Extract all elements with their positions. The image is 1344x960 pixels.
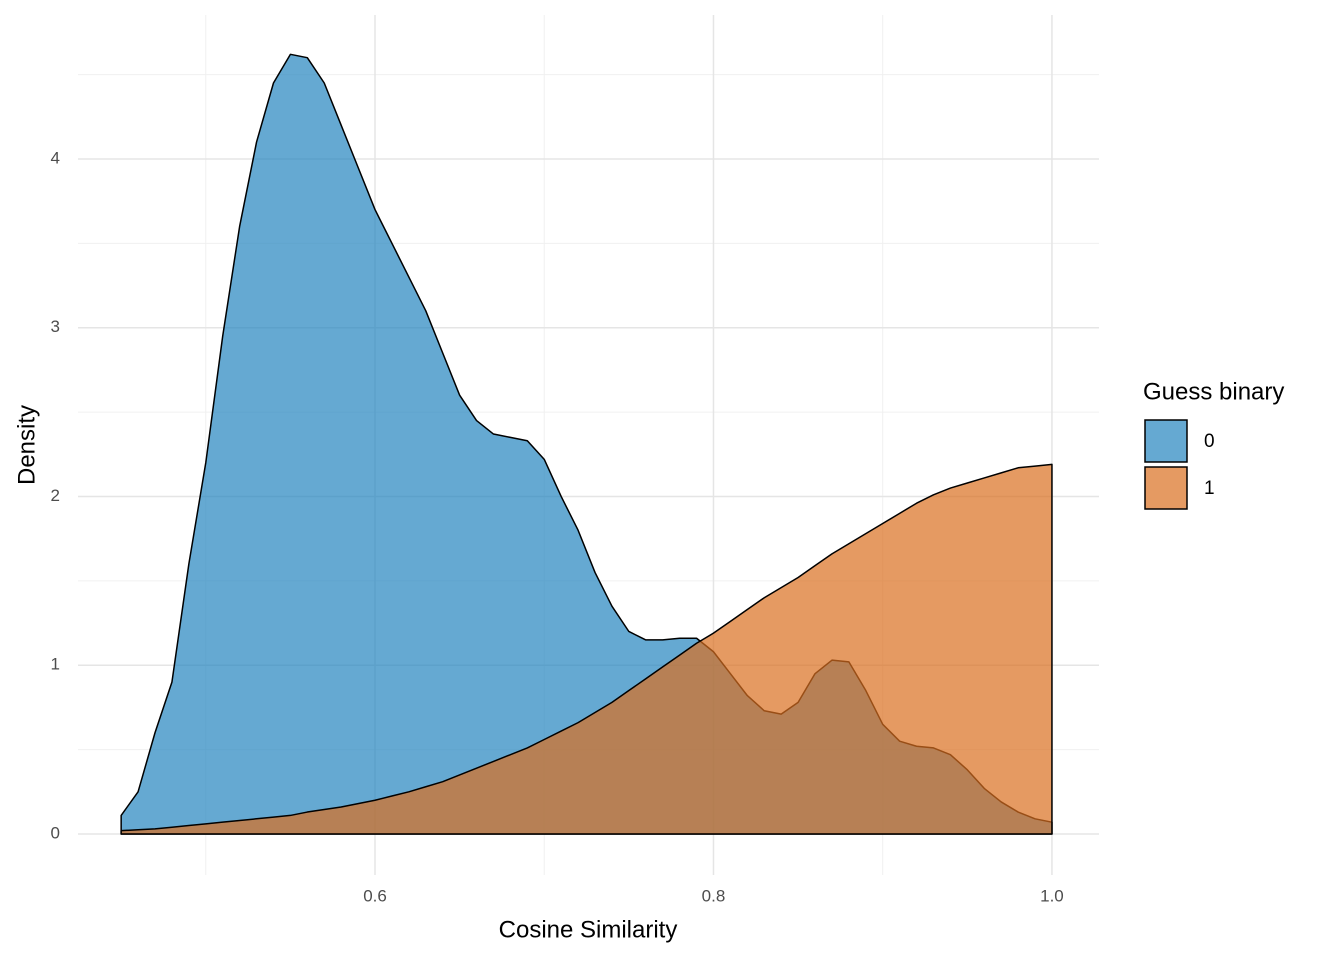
- x-tick-label: 0.6: [363, 886, 387, 905]
- y-axis-title: Density: [13, 405, 40, 485]
- x-tick-label: 0.8: [702, 886, 726, 905]
- y-tick-label: 3: [51, 317, 60, 336]
- legend-label: 0: [1204, 431, 1215, 452]
- y-tick-label: 0: [51, 823, 60, 842]
- x-axis-title: Cosine Similarity: [499, 916, 678, 943]
- legend-key: [1144, 419, 1188, 463]
- y-tick-label: 4: [51, 148, 60, 167]
- y-tick-label: 1: [51, 655, 60, 674]
- legend-key: [1144, 466, 1188, 510]
- plot-area: [78, 15, 1099, 875]
- y-tick-label: 2: [51, 486, 60, 505]
- x-tick-label: 1.0: [1040, 886, 1064, 905]
- legend-title: Guess binary: [1143, 378, 1284, 405]
- legend-label: 1: [1204, 478, 1215, 499]
- density-area: [120, 463, 1053, 835]
